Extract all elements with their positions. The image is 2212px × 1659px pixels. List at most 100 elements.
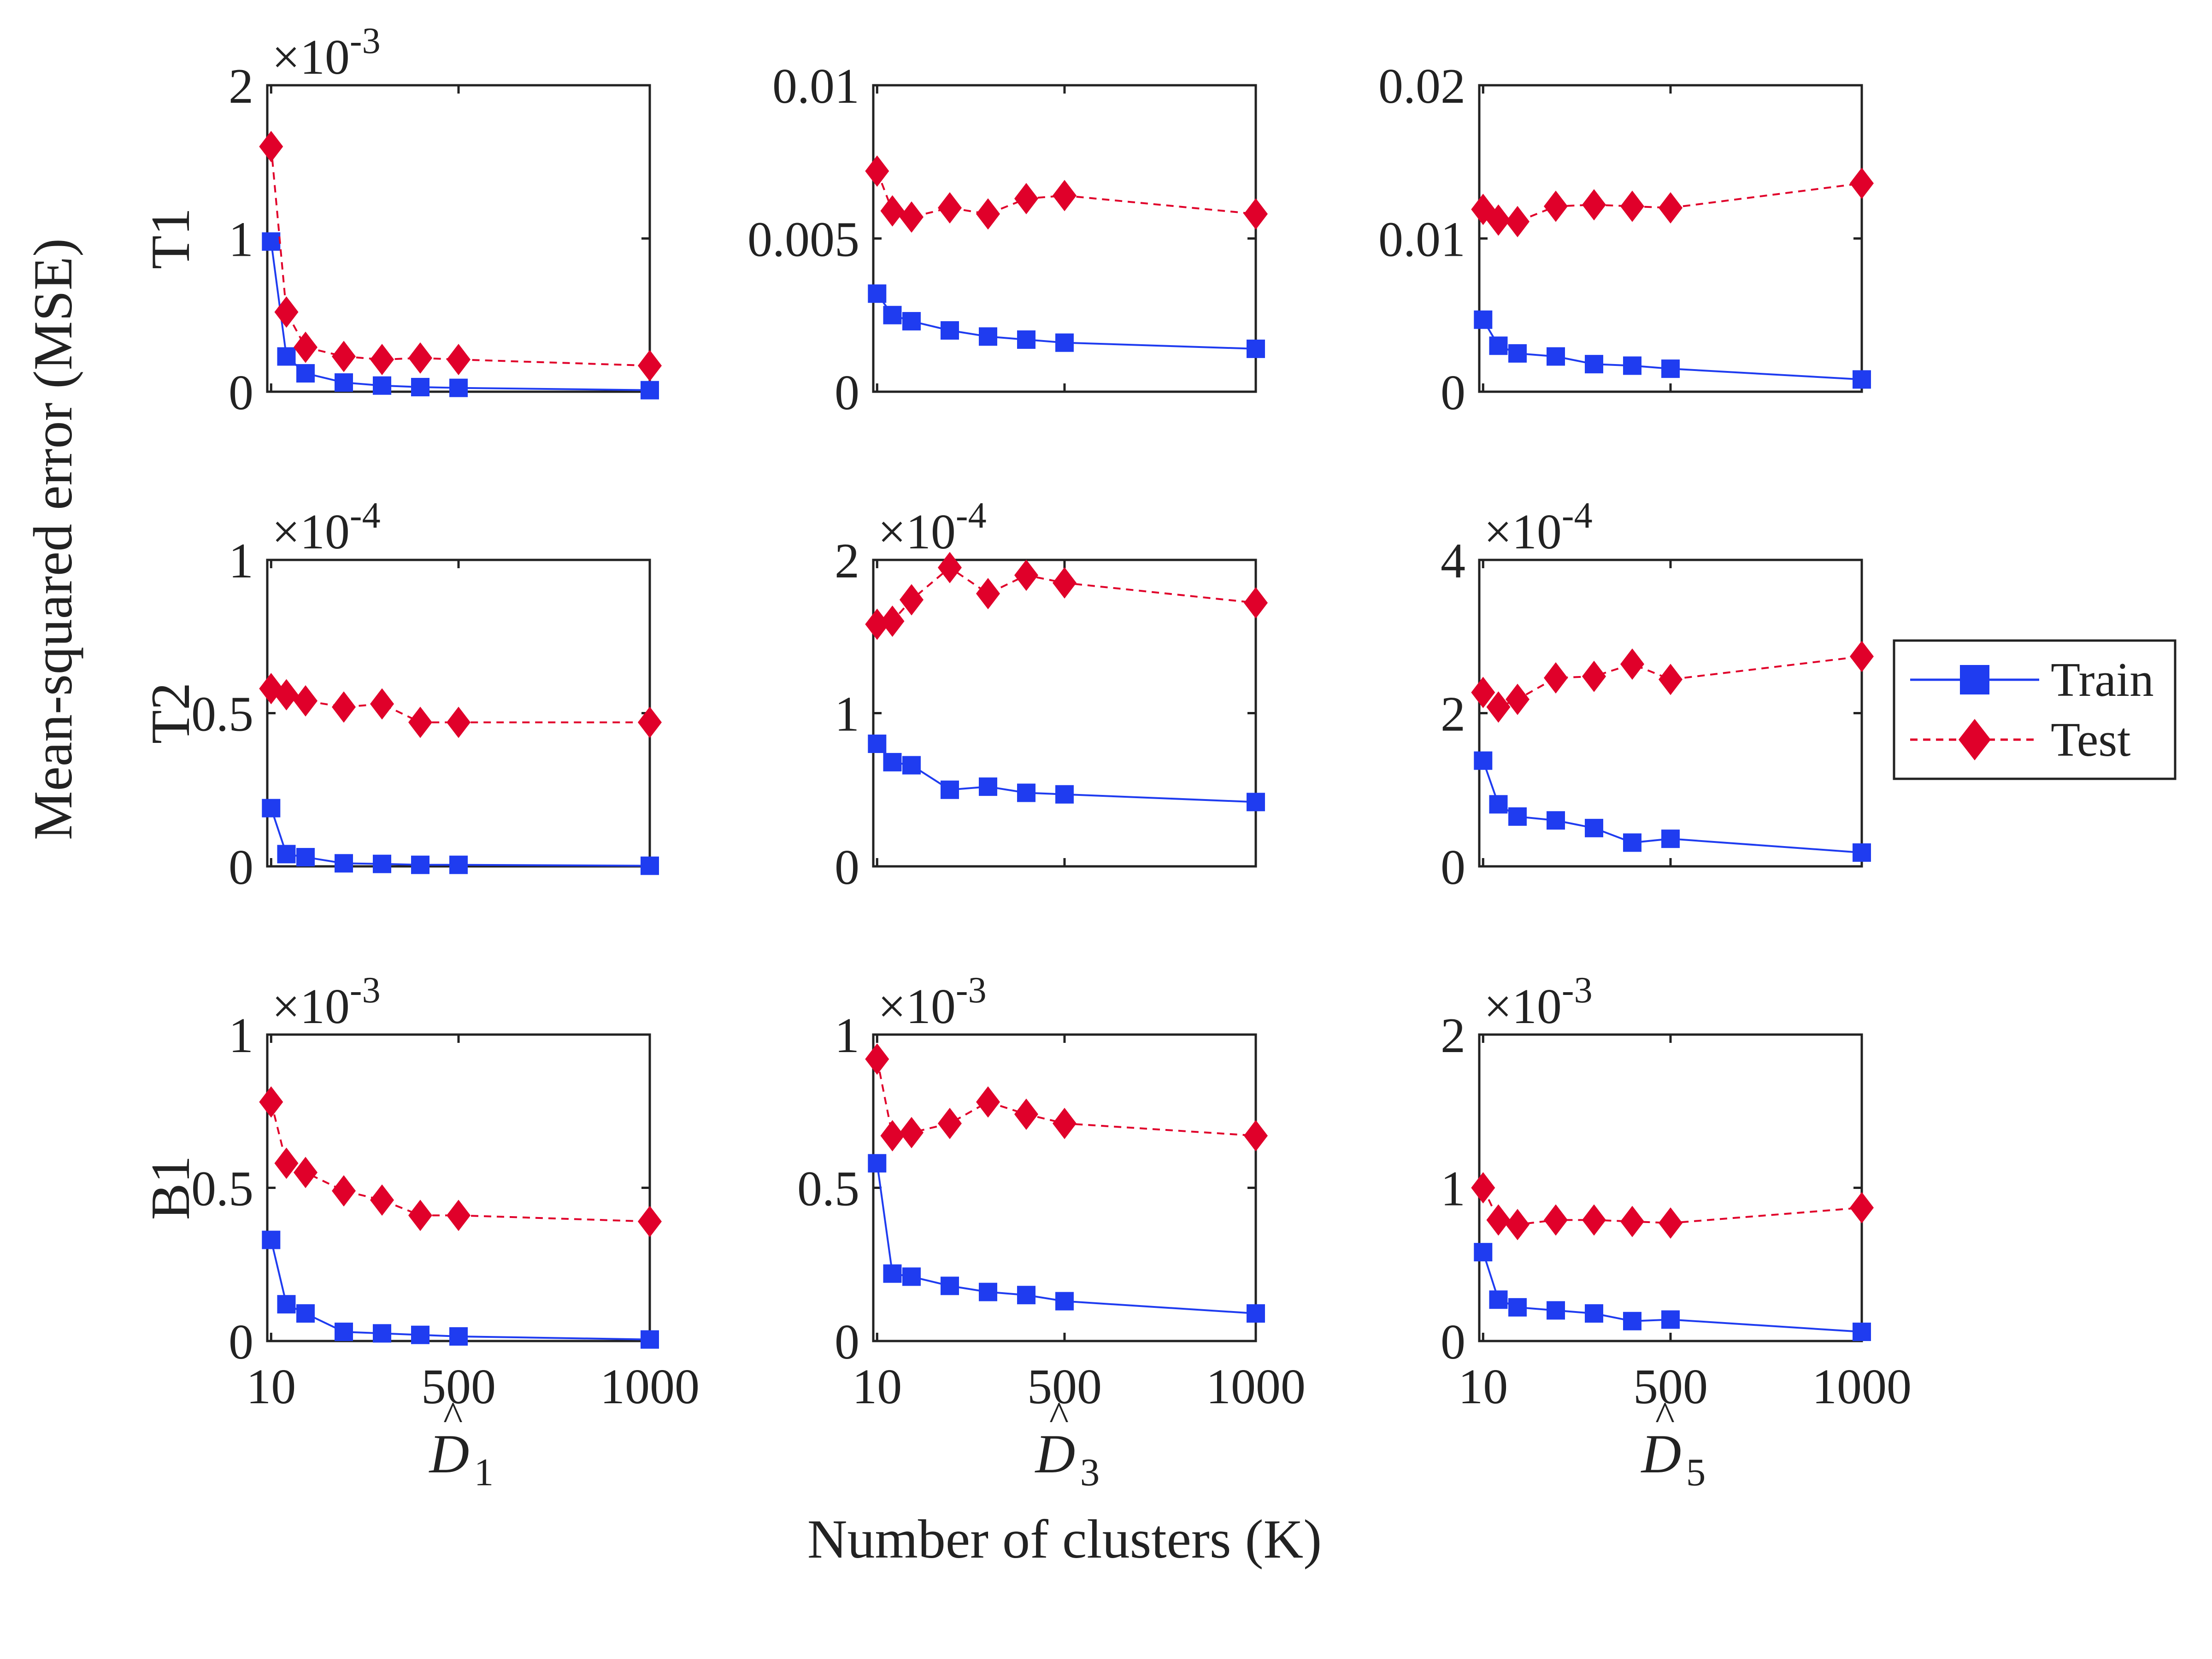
legend-test-label: Test — [2051, 712, 2130, 766]
x-axis-label: Number of clusters (K) — [807, 1508, 1322, 1570]
series-line-test — [877, 566, 1256, 625]
point-test — [638, 350, 662, 382]
y-tick-label: 0.5 — [191, 687, 253, 742]
y-tick-label: 1 — [835, 1008, 859, 1063]
point-train — [979, 777, 997, 796]
point-test — [900, 584, 924, 616]
column-label-base: D — [429, 1423, 470, 1484]
point-train — [296, 364, 315, 383]
point-test — [1244, 1120, 1268, 1152]
row-label: T1 — [140, 208, 201, 269]
point-test — [1544, 190, 1568, 222]
point-train — [1247, 1304, 1265, 1323]
point-train — [277, 347, 296, 366]
point-train — [641, 1330, 659, 1349]
point-test — [274, 296, 299, 328]
point-test — [1244, 587, 1268, 619]
column-label-hat: ^ — [443, 1394, 463, 1439]
point-train — [277, 845, 296, 864]
x-tick-label: 500 — [421, 1359, 496, 1414]
point-train — [941, 321, 959, 340]
point-test — [1014, 559, 1038, 591]
point-train — [411, 1325, 429, 1344]
point-train — [1508, 807, 1527, 826]
y-tick-label: 0.5 — [797, 1162, 859, 1217]
point-train — [411, 855, 429, 874]
y-exponent-label: ×10-4 — [272, 495, 381, 559]
point-test — [259, 131, 283, 162]
point-test — [1850, 167, 1874, 199]
y-tick-label: 0 — [1441, 1315, 1465, 1370]
y-tick-label: 0.005 — [747, 212, 859, 267]
point-test — [1544, 1204, 1568, 1236]
point-train — [335, 854, 353, 873]
point-test — [865, 608, 889, 640]
point-test — [274, 679, 299, 711]
point-train — [1623, 833, 1641, 852]
point-test — [1850, 1192, 1874, 1224]
point-test — [447, 706, 471, 738]
point-test — [447, 1200, 471, 1231]
column-label-base: D — [1035, 1423, 1076, 1484]
y-exponent-label: ×10-4 — [878, 495, 987, 559]
point-test — [1506, 683, 1530, 715]
point-train — [262, 1230, 281, 1249]
point-test — [938, 552, 962, 583]
point-test — [638, 706, 662, 738]
point-test — [880, 1120, 905, 1152]
y-tick-label: 1 — [229, 212, 253, 267]
point-test — [976, 198, 1000, 230]
point-train — [1474, 751, 1493, 770]
y-tick-label: 0 — [835, 840, 859, 895]
point-train — [868, 1154, 887, 1173]
point-train — [1585, 355, 1603, 374]
point-test — [1582, 660, 1606, 692]
point-test — [1471, 677, 1495, 708]
point-train — [641, 381, 659, 400]
point-train — [1474, 310, 1493, 329]
point-train — [883, 306, 902, 324]
point-train — [449, 855, 468, 874]
x-tick-label: 10 — [852, 1359, 902, 1414]
point-test — [1506, 206, 1530, 237]
point-train — [449, 378, 468, 397]
point-test — [408, 1200, 432, 1231]
point-train — [373, 376, 391, 395]
column-label-subscript: 5 — [1686, 1451, 1706, 1494]
point-train — [1853, 370, 1871, 389]
point-train — [902, 756, 921, 775]
point-train — [883, 753, 902, 771]
y-tick-label: 0 — [835, 365, 859, 420]
point-test — [1486, 691, 1511, 723]
point-test — [370, 688, 394, 720]
point-train — [1623, 356, 1641, 375]
column-label-subscript: 3 — [1080, 1451, 1100, 1494]
y-tick-label: 2 — [1441, 687, 1465, 742]
point-test — [1471, 1172, 1495, 1204]
column-label-hat: ^ — [1655, 1394, 1675, 1439]
point-train — [902, 1267, 921, 1286]
y-tick-label: 0 — [835, 1315, 859, 1370]
point-train — [1547, 1301, 1565, 1320]
row-label: T2 — [140, 682, 201, 744]
point-test — [938, 192, 962, 224]
y-tick-label: 0 — [229, 840, 253, 895]
point-test — [900, 1117, 924, 1148]
point-test — [865, 1043, 889, 1075]
point-train — [296, 1304, 315, 1323]
y-tick-label: 2 — [229, 59, 253, 114]
point-train — [1489, 336, 1508, 355]
point-train — [1055, 1292, 1074, 1311]
point-train — [1661, 1310, 1680, 1329]
x-tick-label: 1000 — [1812, 1359, 1912, 1414]
y-tick-label: 0.02 — [1378, 59, 1465, 114]
point-test — [638, 1206, 662, 1237]
point-test — [447, 344, 471, 376]
y-tick-label: 1 — [229, 534, 253, 588]
point-test — [1053, 180, 1077, 212]
point-train — [1055, 785, 1074, 804]
point-test — [332, 341, 356, 372]
point-test — [1053, 567, 1077, 599]
legend-box — [1893, 639, 2177, 780]
